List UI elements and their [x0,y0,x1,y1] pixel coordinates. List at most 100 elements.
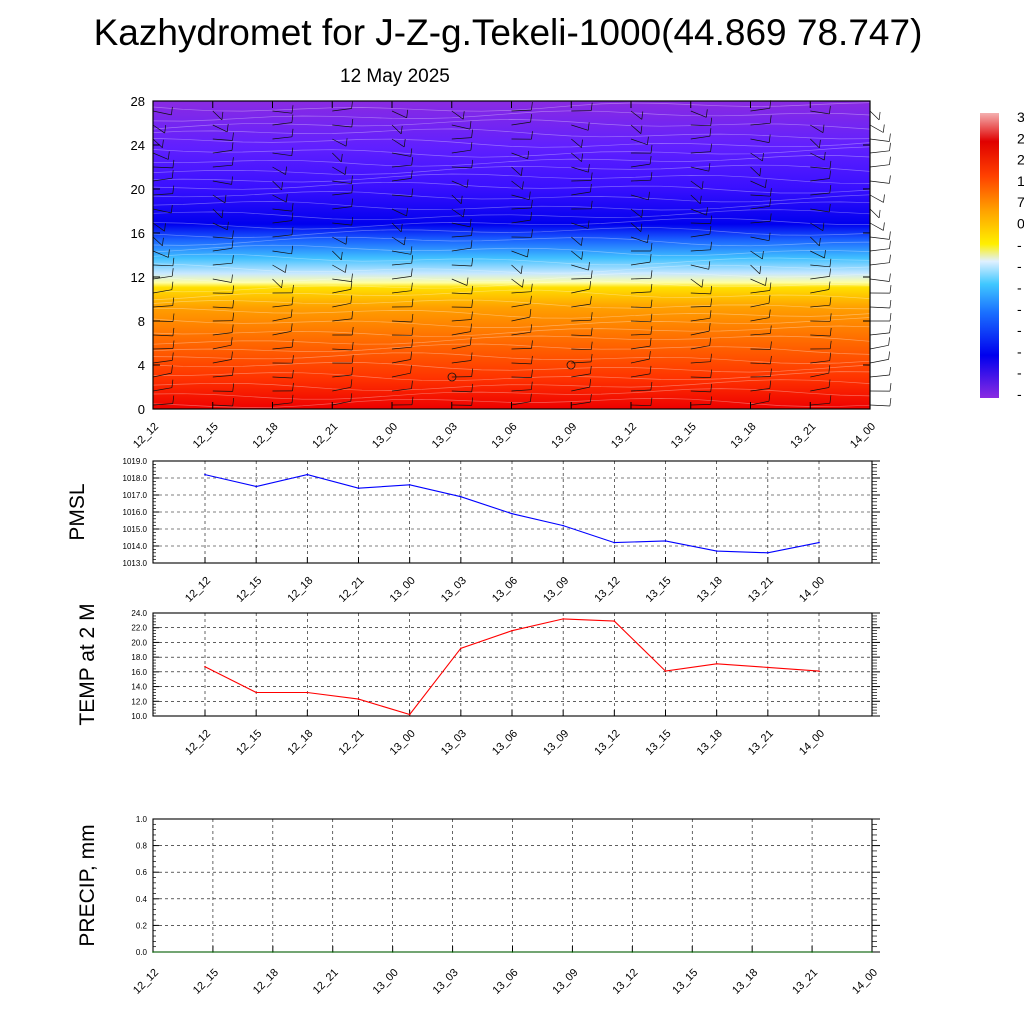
colorbar-label: 7 [1017,194,1024,210]
contour-line [152,146,871,158]
wind-barb [810,236,820,247]
wind-barb [750,250,763,260]
wind-barb-flag [351,355,354,364]
wind-barb-flag [640,125,643,134]
x-tick-label: 12_15 [234,575,264,605]
x-tick-label: 12_21 [337,728,367,758]
wind-barb [571,124,589,131]
wind-barb [511,401,531,406]
contour-line [152,280,871,293]
wind-barb [690,151,711,154]
wind-barb-flag [650,145,653,154]
wind-barb-flag [829,395,832,404]
y-tick-label: 1019.0 [123,457,148,466]
wind-barb-flag [224,194,227,203]
data-point [511,629,513,632]
wind-barb-flag [171,170,174,179]
x-tick-label: 13_00 [370,421,400,451]
wind-barb-flag [172,297,175,306]
wind-barb-flag [232,299,235,309]
wind-barb-flag [889,254,891,263]
wind-barb-flag [588,164,590,173]
wind-barb [212,359,232,364]
wind-barb [152,222,165,232]
wind-barb-flag [530,295,532,304]
wind-barb [391,164,412,168]
precip-panel: 0.0 0.2 0.4 0.6 0.8 1.0 12_12 12_15 12_18 12_21 13… [76,815,880,997]
wind-barb-flag [769,325,772,334]
wind-barb [272,208,293,212]
wind-barb [690,222,711,224]
wind-barb-flag [828,379,831,388]
wind-barb-flag [889,383,892,392]
wind-barb-flag [889,142,891,151]
data-point [152,951,154,953]
colorbar-label: 2 [1017,152,1024,168]
wind-barb-flag [878,111,881,120]
wind-barb-flag [466,179,469,188]
wind-barb [630,389,651,392]
wind-barb-flag [469,337,472,346]
wind-barb [869,374,890,378]
x-tick-label: 13_03 [439,728,469,758]
wind-barb [869,222,884,231]
wind-barb-flag [281,181,283,190]
wind-barb [690,278,703,288]
wind-barb [212,124,228,133]
wind-barb-flag [889,366,891,376]
wind-barb [869,359,889,364]
x-tick-label: 13_15 [669,421,699,451]
data-point [204,473,206,476]
x-tick-label: 13_09 [541,575,571,605]
wind-barb-flag [889,397,892,407]
wind-barb-flag [281,279,283,288]
wind-barb [451,292,472,295]
wind-barb-flag [590,200,593,209]
wind-barb-flag [463,209,465,218]
wind-barb [391,262,412,266]
wind-barb [152,152,169,160]
wind-barb [272,264,286,273]
wind-barb-flag [649,254,652,263]
wind-barb [690,345,710,350]
wind-barb [750,205,770,210]
wind-barb [690,166,709,172]
wind-barb [869,164,890,168]
wind-barb [750,166,761,177]
wind-barb-flag [351,326,354,336]
wind-barb [810,372,829,378]
colorbar-label: - [1017,386,1022,402]
wind-barb [272,402,293,406]
wind-barb [630,124,642,134]
wind-barb [451,319,472,322]
wind-barb [212,138,233,141]
wind-barb-flag [708,261,711,270]
wind-barb [511,109,532,112]
wind-barb-flag [701,279,704,288]
x-tick-label: 13_00 [388,728,418,758]
wind-barb-flag [285,194,288,203]
wind-barb [869,306,890,309]
wind-barb [212,375,233,378]
wind-barb [750,400,770,406]
wind-barb [451,137,472,140]
wind-barb [272,152,292,157]
wind-barb-flag [878,209,881,218]
wind-barb [571,303,591,308]
wind-barb [571,386,590,392]
data-point [272,951,274,953]
wind-barb-flag [231,176,233,185]
data-point [613,541,616,544]
wind-barb [212,262,233,266]
data-point [460,647,462,650]
wind-barb [571,236,582,246]
wind-barb [750,333,771,336]
wind-barb [750,290,770,294]
wind-barb-flag [530,114,532,123]
calm-marker [566,360,576,370]
wind-barb [272,194,287,203]
wind-barb-flag [291,128,294,137]
contour-line [152,119,871,130]
wind-barb-flag [411,339,414,348]
y-axis-label: PMSL [66,483,89,540]
